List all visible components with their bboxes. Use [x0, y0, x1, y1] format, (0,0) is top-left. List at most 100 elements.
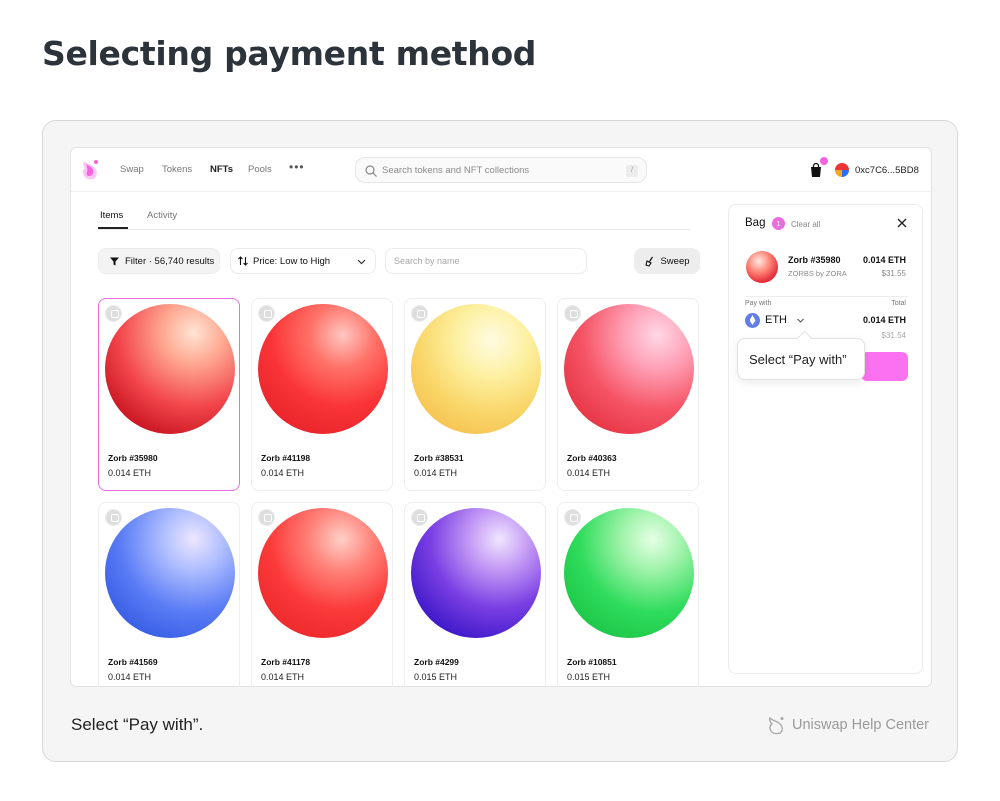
nft-card[interactable]: Zorb #40363 0.014 ETH — [557, 298, 699, 491]
nft-price: 0.015 ETH — [567, 672, 611, 682]
active-tab-indicator — [98, 227, 128, 229]
nft-card[interactable]: Zorb #35980 0.014 ETH — [98, 298, 240, 491]
help-center-brand: Uniswap Help Center — [766, 715, 929, 735]
nav-pools[interactable]: Pools — [248, 164, 272, 175]
uniswap-logo-icon[interactable] — [79, 158, 101, 182]
nft-price: 0.014 ETH — [261, 672, 305, 682]
brand-label: Uniswap Help Center — [791, 717, 929, 733]
zorb-image — [411, 508, 541, 638]
zorb-image — [564, 304, 694, 434]
total-label: Total — [891, 300, 906, 307]
sort-label: Price: Low to High — [253, 255, 331, 267]
nft-name: Zorb #41569 — [108, 657, 158, 667]
filter-icon — [110, 257, 119, 265]
nft-name: Zorb #41178 — [261, 657, 311, 667]
nft-price: 0.014 ETH — [261, 468, 305, 478]
bag-count-badge: 1 — [772, 217, 785, 230]
zorb-image — [411, 304, 541, 434]
nft-name: Zorb #40363 — [567, 453, 617, 463]
global-search-input[interactable] — [382, 163, 622, 178]
nft-name: Zorb #41198 — [261, 453, 311, 463]
uniswap-app-window: Swap Tokens NFTs Pools ••• / — [70, 147, 932, 687]
nft-price: 0.014 ETH — [108, 672, 152, 682]
sort-arrows-icon — [238, 256, 248, 266]
search-shortcut-key: / — [626, 165, 638, 177]
bag-item-price-eth: 0.014 ETH — [862, 255, 906, 265]
pay-with-selector[interactable]: ETH — [745, 312, 805, 328]
collection-badge-icon — [564, 509, 581, 526]
filter-button[interactable]: Filter · 56,740 results — [98, 248, 220, 274]
nft-card[interactable]: Zorb #41178 0.014 ETH — [251, 502, 393, 686]
chevron-down-icon — [357, 259, 366, 265]
sweep-label: Sweep — [660, 255, 690, 267]
total-usd: $31.54 — [881, 331, 906, 340]
nft-name: Zorb #4299 — [414, 657, 459, 667]
tab-items[interactable]: Items — [100, 210, 124, 221]
broom-icon — [645, 256, 654, 267]
nft-name: Zorb #38531 — [414, 453, 464, 463]
pay-with-label: Pay with — [745, 300, 772, 307]
bag-item-price-usd: $31.55 — [881, 269, 906, 278]
sort-dropdown[interactable]: Price: Low to High — [230, 248, 376, 274]
bag-panel: Bag 1 Clear all Zorb #35980 ZORBS by ZOR… — [728, 204, 923, 674]
pay-with-tooltip: Select “Pay with” — [737, 338, 865, 380]
nft-name: Zorb #10851 — [567, 657, 617, 667]
collection-badge-icon — [258, 509, 275, 526]
top-nav: Swap Tokens NFTs Pools ••• / — [71, 148, 931, 192]
shopping-bag-icon — [811, 162, 821, 177]
zorb-image — [564, 508, 694, 638]
search-by-name-input[interactable] — [385, 248, 587, 274]
bag-item-image — [746, 251, 778, 283]
step-caption: Select “Pay with”. — [71, 715, 204, 734]
uniswap-unicorn-icon — [768, 716, 784, 735]
chevron-down-icon — [797, 318, 804, 323]
eth-icon — [745, 312, 760, 328]
nav-tokens[interactable]: Tokens — [162, 164, 193, 175]
pay-with-value: ETH — [765, 314, 787, 326]
page-title: Selecting payment method — [42, 34, 537, 73]
nft-price: 0.014 ETH — [414, 468, 458, 478]
global-search-bar[interactable]: / — [355, 157, 647, 183]
tooltip-text: Select “Pay with” — [749, 352, 847, 367]
nft-name: Zorb #35980 — [108, 453, 158, 463]
collection-badge-icon — [411, 305, 428, 322]
close-icon[interactable] — [896, 217, 908, 229]
nft-price: 0.014 ETH — [108, 468, 152, 478]
nft-price: 0.014 ETH — [567, 468, 611, 478]
pay-button[interactable] — [861, 352, 908, 381]
nav-nfts[interactable]: NFTs — [210, 164, 234, 175]
tabs-divider — [98, 229, 690, 230]
clear-all-button[interactable]: Clear all — [791, 220, 821, 229]
bag-divider — [745, 296, 908, 297]
tab-activity[interactable]: Activity — [147, 210, 178, 221]
collection-badge-icon — [105, 509, 122, 526]
nft-price: 0.015 ETH — [414, 672, 458, 682]
bag-item-collection: ZORBS by ZORA — [788, 269, 847, 278]
wallet-button[interactable]: 0xc7C6...5BD8 — [835, 160, 919, 180]
avatar — [835, 163, 849, 177]
bag-button[interactable] — [807, 157, 828, 179]
search-icon — [365, 165, 377, 177]
nft-card[interactable]: Zorb #41198 0.014 ETH — [251, 298, 393, 491]
nft-card[interactable]: Zorb #41569 0.014 ETH — [98, 502, 240, 686]
zorb-image — [258, 508, 388, 638]
zorb-image — [105, 508, 235, 638]
wallet-address: 0xc7C6...5BD8 — [855, 164, 919, 176]
nft-card[interactable]: Zorb #10851 0.015 ETH — [557, 502, 699, 686]
bag-title: Bag — [745, 217, 766, 229]
total-eth: 0.014 ETH — [862, 315, 906, 325]
more-menu-icon[interactable]: ••• — [289, 160, 305, 174]
nft-card[interactable]: Zorb #4299 0.015 ETH — [404, 502, 546, 686]
collection-badge-icon — [258, 305, 275, 322]
collection-badge-icon — [564, 305, 581, 322]
nav-swap[interactable]: Swap — [120, 164, 144, 175]
sweep-button[interactable]: Sweep — [634, 248, 700, 274]
screenshot-frame: Swap Tokens NFTs Pools ••• / — [42, 120, 958, 762]
collection-badge-icon — [411, 509, 428, 526]
zorb-image — [105, 304, 235, 434]
nft-card[interactable]: Zorb #38531 0.014 ETH — [404, 298, 546, 491]
bag-notification-dot — [820, 157, 828, 165]
collection-badge-icon — [105, 305, 122, 322]
zorb-image — [258, 304, 388, 434]
bag-item-name: Zorb #35980 — [788, 255, 841, 265]
